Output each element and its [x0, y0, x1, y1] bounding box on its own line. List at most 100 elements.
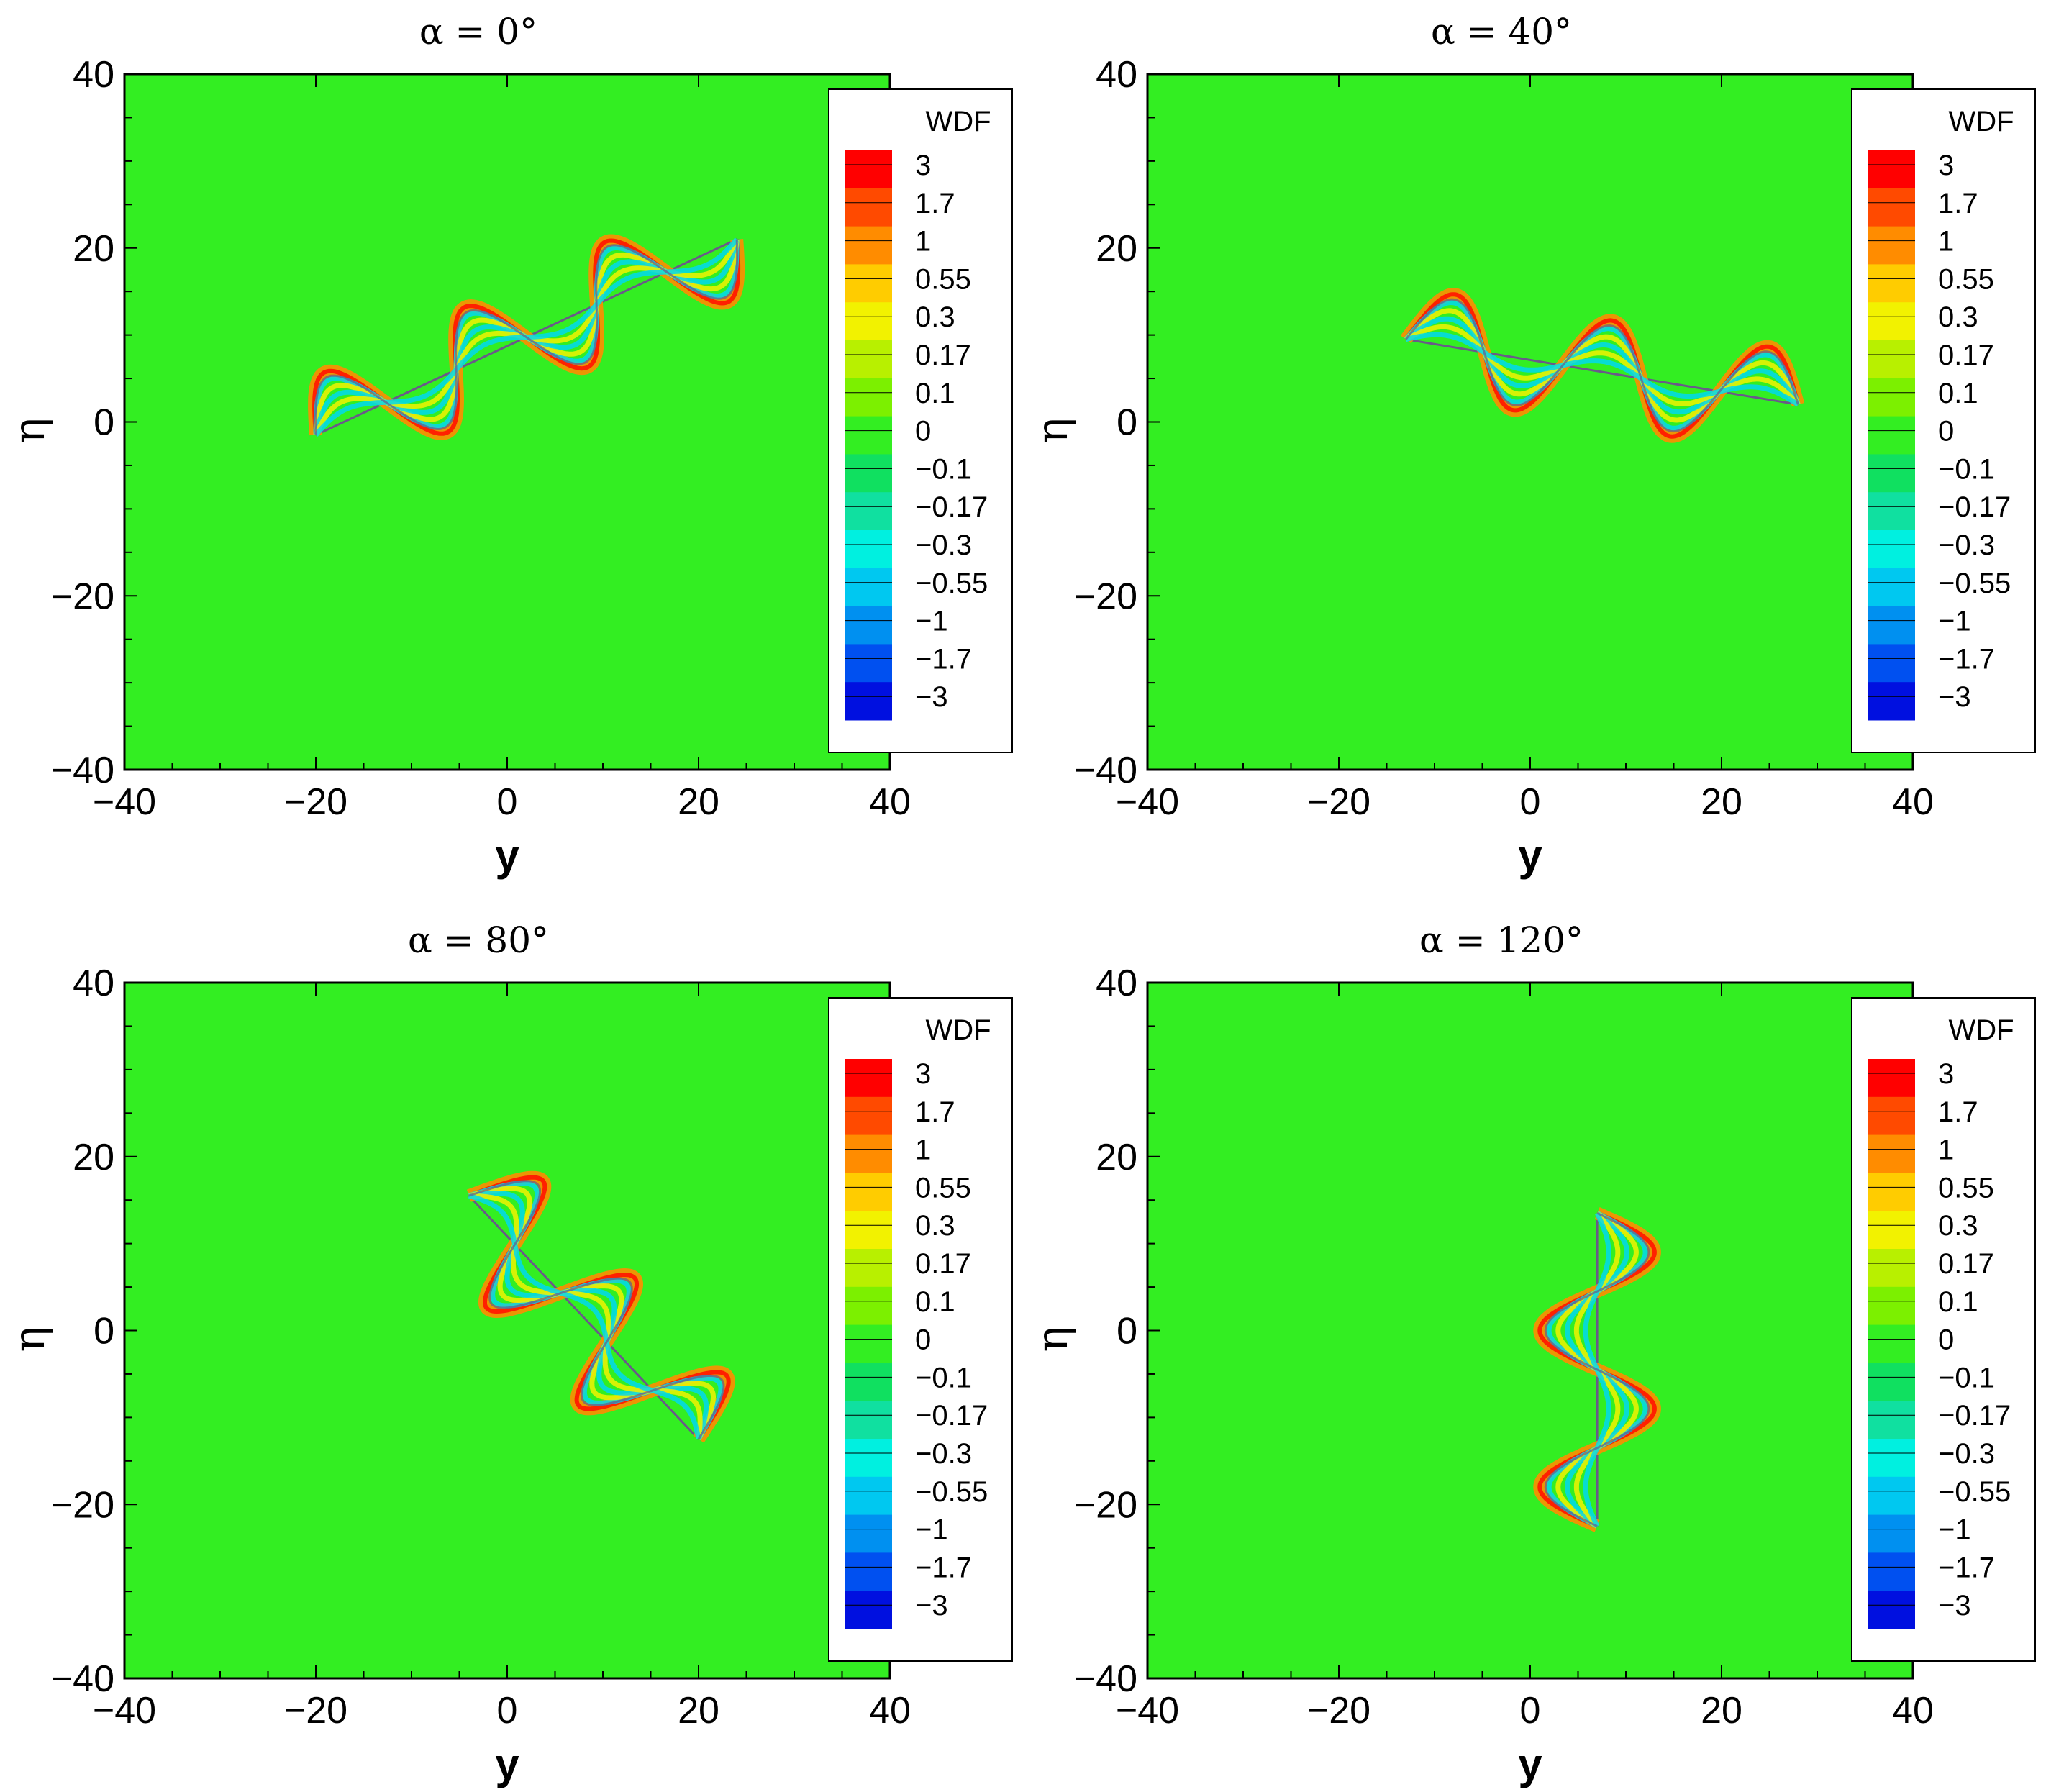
- panel-3: −40 −20 0 20 40 40 20 0 −20 −40 α = 80° y η WDF 3 1.7 1 0…: [4, 919, 1013, 1788]
- legend-swatch: [1868, 1363, 1915, 1401]
- legend-level-label: 0.17: [1938, 340, 1994, 371]
- legend-level-label: −0.1: [915, 1362, 972, 1393]
- x-tick-label: −40: [1116, 1690, 1179, 1732]
- y-axis-label: η: [1027, 418, 1078, 444]
- x-tick-label: 0: [497, 781, 518, 823]
- x-tick-label: 40: [1892, 781, 1934, 823]
- y-tick-label: 0: [94, 402, 114, 444]
- wdf-lobes: [308, 234, 745, 440]
- legend-swatch: [1868, 1173, 1915, 1211]
- legend-level-label: −3: [915, 681, 948, 713]
- wdf-lobes: [466, 1170, 735, 1443]
- panel-title: α = 80°: [408, 919, 549, 961]
- wdf-fringe: [1404, 316, 1801, 415]
- legend-level-label: −1.7: [1938, 643, 1995, 675]
- plot-background: [1147, 983, 1913, 1678]
- wdf-inner-edge: [468, 1180, 725, 1440]
- legend-level-label: 1.7: [1938, 1096, 1978, 1128]
- legend-swatch: [845, 150, 892, 189]
- legend-swatch: [845, 1096, 892, 1136]
- x-tick-label: −40: [93, 1690, 156, 1732]
- legend: WDF 3 1.7 1 0.55 0.3 0.17 0.1 0 −0.1 −0.17 −0.3 −0.5…: [1851, 88, 2036, 753]
- legend-swatch: [1868, 150, 1915, 189]
- legend-swatch: [1868, 1439, 1915, 1478]
- legend-swatch: [1868, 1096, 1915, 1136]
- legend-swatch: [845, 568, 892, 607]
- legend-swatch: [1868, 1324, 1915, 1363]
- x-tick-label: 40: [869, 781, 911, 823]
- legend-level-label: 0.1: [915, 378, 955, 409]
- legend-swatch: [845, 1324, 892, 1363]
- y-tick-label: 40: [73, 963, 114, 1004]
- legend-swatch: [1868, 1401, 1915, 1439]
- legend-level-label: −0.55: [915, 1476, 988, 1508]
- legend-swatch: [845, 188, 892, 227]
- wdf-fringe: [468, 1186, 716, 1441]
- x-tick-label: −20: [284, 781, 347, 823]
- y-axis-label: η: [4, 1327, 55, 1352]
- legend: WDF 3 1.7 1 0.55 0.3 0.17 0.1 0 −0.1 −0.17 −0.3 −0.5…: [828, 997, 1013, 1662]
- legend-level-label: 1: [1938, 1134, 1954, 1166]
- legend-swatch: [845, 1286, 892, 1326]
- legend-level-label: 0.3: [1938, 301, 1978, 333]
- legend-swatch: [845, 1552, 892, 1591]
- legend-swatch: [845, 302, 892, 341]
- legend-level-label: −0.1: [915, 453, 972, 485]
- legend-level-label: −0.1: [1938, 453, 1995, 485]
- legend-swatch: [1868, 1552, 1915, 1591]
- y-tick-label: −20: [1074, 576, 1137, 617]
- y-axis-label: η: [1027, 1327, 1078, 1352]
- wdf-inner-edge: [1544, 1211, 1650, 1527]
- x-tick-label: 0: [1520, 781, 1541, 823]
- legend-level-label: −0.3: [915, 529, 972, 561]
- legend-swatch: [1868, 1476, 1915, 1516]
- legend-swatch: [1868, 1211, 1915, 1250]
- wdf-inner-edge: [1404, 298, 1799, 433]
- legend-swatch: [845, 1173, 892, 1211]
- y-tick-label: 40: [1096, 54, 1137, 96]
- legend-swatch: [845, 1514, 892, 1553]
- wdf-lobes: [1400, 288, 1805, 443]
- legend-level-label: −1: [915, 606, 948, 637]
- legend-level-label: −0.3: [1938, 529, 1995, 561]
- x-tick-label: 20: [678, 1690, 719, 1732]
- legend-swatch: [845, 378, 892, 417]
- legend-level-label: 0.17: [1938, 1248, 1994, 1280]
- x-tick-label: −40: [93, 781, 156, 823]
- legend-level-label: 1: [1938, 226, 1954, 258]
- legend-level-label: 0.55: [1938, 263, 1994, 295]
- x-tick-label: 40: [1892, 1690, 1934, 1732]
- y-tick-label: −40: [1074, 1658, 1137, 1700]
- plot-background: [124, 74, 890, 770]
- legend-swatch: [1868, 1134, 1915, 1173]
- legend-level-label: 0.17: [915, 340, 971, 371]
- panel-title: α = 40°: [1431, 11, 1572, 53]
- x-tick-label: 20: [1701, 1690, 1742, 1732]
- legend-level-label: −0.17: [915, 1400, 988, 1432]
- legend-swatch: [1868, 682, 1915, 721]
- plot-background: [1147, 74, 1913, 770]
- legend-level-label: 1.7: [1938, 188, 1978, 219]
- legend-level-label: 0.3: [915, 301, 955, 333]
- x-tick-label: 0: [497, 1690, 518, 1732]
- legend-swatch: [1868, 1514, 1915, 1553]
- panel-title: α = 0°: [419, 11, 537, 53]
- legend-level-label: 3: [1938, 150, 1954, 181]
- legend-swatch: [845, 1059, 892, 1098]
- wdf-fringe: [1404, 324, 1800, 407]
- legend-swatch: [845, 454, 892, 493]
- y-tick-label: −20: [1074, 1484, 1137, 1526]
- panel-4: −40 −20 0 20 40 40 20 0 −20 −40 α = 120° y η WDF 3 1.7 1…: [1027, 919, 2036, 1788]
- legend-swatch: [1868, 530, 1915, 569]
- legend-level-label: −1: [915, 1514, 948, 1546]
- x-tick-label: 20: [678, 781, 719, 823]
- legend-level-label: −0.3: [1938, 1438, 1995, 1470]
- legend-title: WDF: [1948, 106, 2014, 137]
- wdf-fringe: [1404, 308, 1801, 423]
- legend-level-label: −3: [1938, 1590, 1971, 1622]
- legend-level-label: 1: [915, 1134, 931, 1166]
- legend-swatch: [1868, 1059, 1915, 1098]
- legend-level-label: 0.1: [1938, 1286, 1978, 1318]
- legend-level-label: 0.17: [915, 1248, 971, 1280]
- legend-level-label: 0.3: [1938, 1210, 1978, 1242]
